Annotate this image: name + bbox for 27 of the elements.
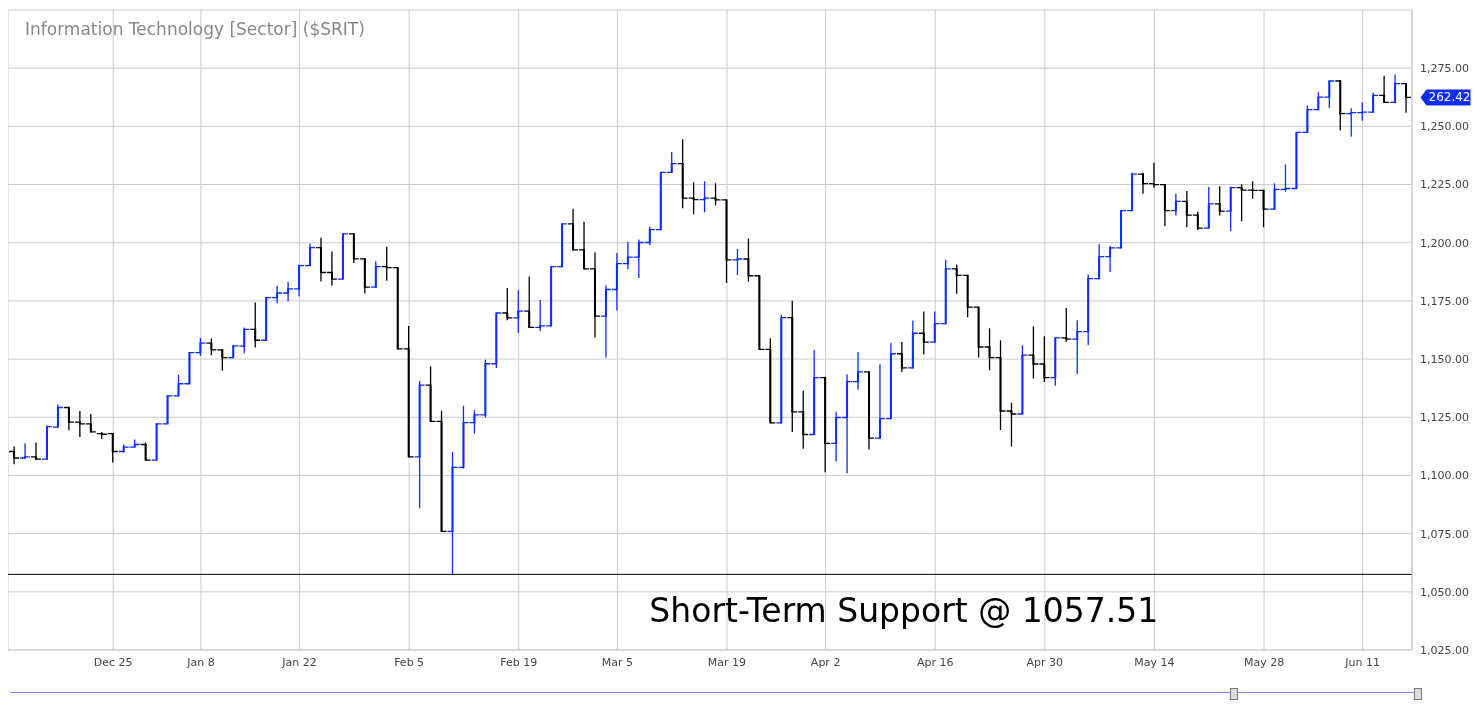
x-tick-label: Apr 2 xyxy=(810,655,841,669)
x-tick-label: Mar 5 xyxy=(601,655,634,669)
y-tick-label: 1,275.00 xyxy=(1420,62,1469,76)
x-tick-label: Mar 19 xyxy=(707,655,747,669)
y-tick-label: 1,150.00 xyxy=(1420,353,1469,366)
x-tick-label: Jan 8 xyxy=(186,655,215,669)
text: Information Technology [Sector] ($SRIT) xyxy=(25,19,365,39)
text: 262.42 xyxy=(1428,90,1471,105)
x-tick-label: Feb 19 xyxy=(500,655,538,669)
y-tick-label: 1,050.00 xyxy=(1420,585,1469,599)
x-tick-label: Dec 25 xyxy=(93,655,133,669)
x-tick-label: Feb 5 xyxy=(394,655,425,669)
x-tick-label: Apr 16 xyxy=(916,655,954,669)
y-tick-label: 1,075.00 xyxy=(1420,527,1469,541)
ref-line-label: Short-Term Support @ 1057.51 xyxy=(649,591,1159,631)
x-tick-label: Jan 22 xyxy=(281,655,317,669)
y-tick-label: 1,250.00 xyxy=(1420,120,1469,134)
y-tick-label: 1,125.00 xyxy=(1420,411,1469,425)
y-tick-label: 1,100.00 xyxy=(1420,469,1469,483)
y-tick-label: 1,025.00 xyxy=(1420,643,1469,657)
x-tick-label: May 28 xyxy=(1243,655,1285,669)
x-tick-label: Apr 30 xyxy=(1026,655,1064,669)
y-tick-label: 1,225.00 xyxy=(1420,178,1469,192)
y-tick-label: 1,200.00 xyxy=(1420,236,1469,250)
y-tick-label: 1,175.00 xyxy=(1420,294,1469,308)
x-tick-label: May 14 xyxy=(1134,655,1175,669)
x-tick-label: Jun 11 xyxy=(1344,655,1381,669)
